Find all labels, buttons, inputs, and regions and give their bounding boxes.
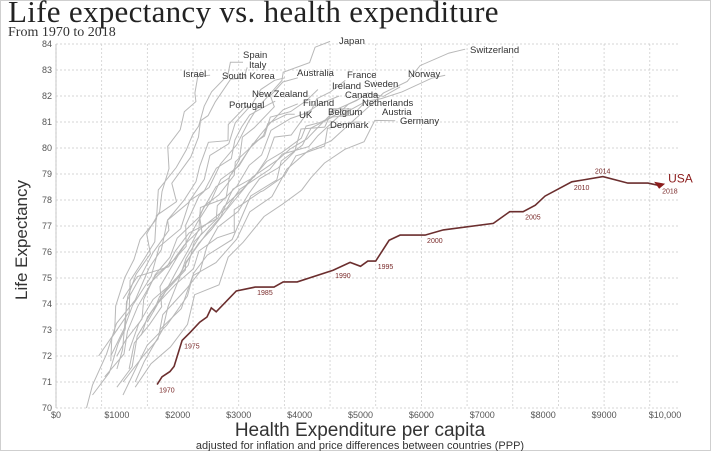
x-tick-label: $6000 [409, 410, 434, 420]
year-label: 1990 [335, 273, 351, 280]
country-label: Portugal [229, 100, 264, 111]
country-line [128, 80, 346, 351]
x-tick-label: $9000 [592, 410, 617, 420]
y-tick-label: 76 [42, 247, 52, 257]
country-line [110, 67, 248, 362]
country-line [104, 89, 319, 378]
country-line [116, 113, 295, 357]
y-tick-label: 74 [42, 299, 52, 309]
country-line [116, 103, 298, 388]
usa-line [156, 175, 661, 386]
x-tick-label: $8000 [531, 410, 556, 420]
usa-arrow-icon [654, 181, 666, 189]
year-label: 2000 [427, 238, 443, 245]
country-line [92, 105, 251, 396]
grid [55, 43, 680, 409]
country-label: Switzerland [470, 45, 519, 56]
country-label: New Zealand [252, 89, 308, 100]
year-label: 2005 [525, 215, 541, 222]
y-tick-label: 82 [42, 91, 52, 101]
x-tick-label: $2000 [165, 410, 190, 420]
x-tick-label: $7000 [470, 410, 495, 420]
country-label: Netherlands [362, 98, 413, 109]
y-tick-label: 83 [42, 65, 52, 75]
x-tick-label: $10,000 [649, 410, 682, 420]
country-label: Germany [400, 116, 439, 127]
usa-series: USA 1970 1975 1985 1990 1995 2000 2005 2010 2014 2… [156, 169, 693, 395]
year-label: 1995 [378, 264, 394, 271]
y-tick-label: 70 [42, 403, 52, 413]
x-tick-label: $1000 [104, 410, 129, 420]
year-label: 2014 [595, 169, 611, 176]
x-axis-note: adjusted for inflation and price differe… [196, 440, 524, 451]
x-axis-label: Health Expenditure per capita [235, 420, 486, 441]
x-tick-label: $3000 [226, 410, 251, 420]
country-line [122, 74, 446, 300]
y-axis-label: Life Expectancy [12, 179, 31, 300]
country-line [159, 48, 466, 331]
country-line [86, 77, 286, 409]
country-line [122, 108, 352, 383]
country-label: Denmark [330, 120, 369, 131]
y-tick-label: 80 [42, 143, 52, 153]
x-tick-label: $0 [51, 410, 61, 420]
country-line [128, 100, 276, 370]
year-label: 1985 [257, 290, 273, 297]
country-label: France [347, 70, 377, 81]
country-line [110, 40, 331, 357]
country-label: UK [299, 110, 313, 121]
country-label: Spain [243, 50, 267, 61]
year-label: 2010 [574, 185, 590, 192]
y-tick-label: 75 [42, 273, 52, 283]
country-line [134, 119, 396, 388]
country-line [146, 121, 360, 323]
y-tick-label: 73 [42, 325, 52, 335]
country-label: Italy [249, 60, 267, 71]
usa-label: USA [668, 172, 693, 186]
y-tick-label: 79 [42, 169, 52, 179]
x-tick-label: $5000 [348, 410, 373, 420]
x-ticks: $0 $1000 $2000 $3000 $4000 $5000 $6000 $7000 $80… [51, 410, 681, 420]
country-label: South Korea [222, 71, 276, 82]
year-label: 1975 [184, 343, 200, 350]
country-label: Norway [408, 69, 440, 80]
year-label: 2018 [662, 189, 678, 196]
country-line [98, 61, 244, 357]
x-tick-label: $4000 [287, 410, 312, 420]
y-tick-label: 84 [42, 39, 52, 49]
country-line [122, 103, 364, 396]
y-ticks: 70 71 72 73 74 75 76 77 78 79 80 81 82 83 84 [42, 39, 52, 413]
country-lines [86, 40, 466, 409]
country-label: Israel [183, 69, 206, 80]
y-tick-label: 78 [42, 195, 52, 205]
country-label: Ireland [332, 81, 361, 92]
country-label: Sweden [364, 79, 398, 90]
y-tick-label: 81 [42, 117, 52, 127]
year-label: 1970 [159, 388, 175, 395]
country-label: Canada [345, 90, 379, 101]
country-label: Japan [339, 36, 365, 47]
country-line [134, 77, 298, 383]
chart-subtitle: From 1970 to 2018 [8, 25, 116, 40]
y-tick-label: 71 [42, 377, 52, 387]
country-label: Australia [297, 68, 335, 79]
country-line [152, 98, 361, 312]
country-line [140, 95, 340, 336]
country-label: Austria [382, 107, 412, 118]
country-label: Belgium [328, 107, 362, 118]
y-tick-label: 77 [42, 221, 52, 231]
country-line [146, 86, 401, 287]
country-label: Finland [303, 98, 334, 109]
y-tick-label: 72 [42, 351, 52, 361]
chart-title: Life expectancy vs. health expenditure [8, 0, 499, 29]
